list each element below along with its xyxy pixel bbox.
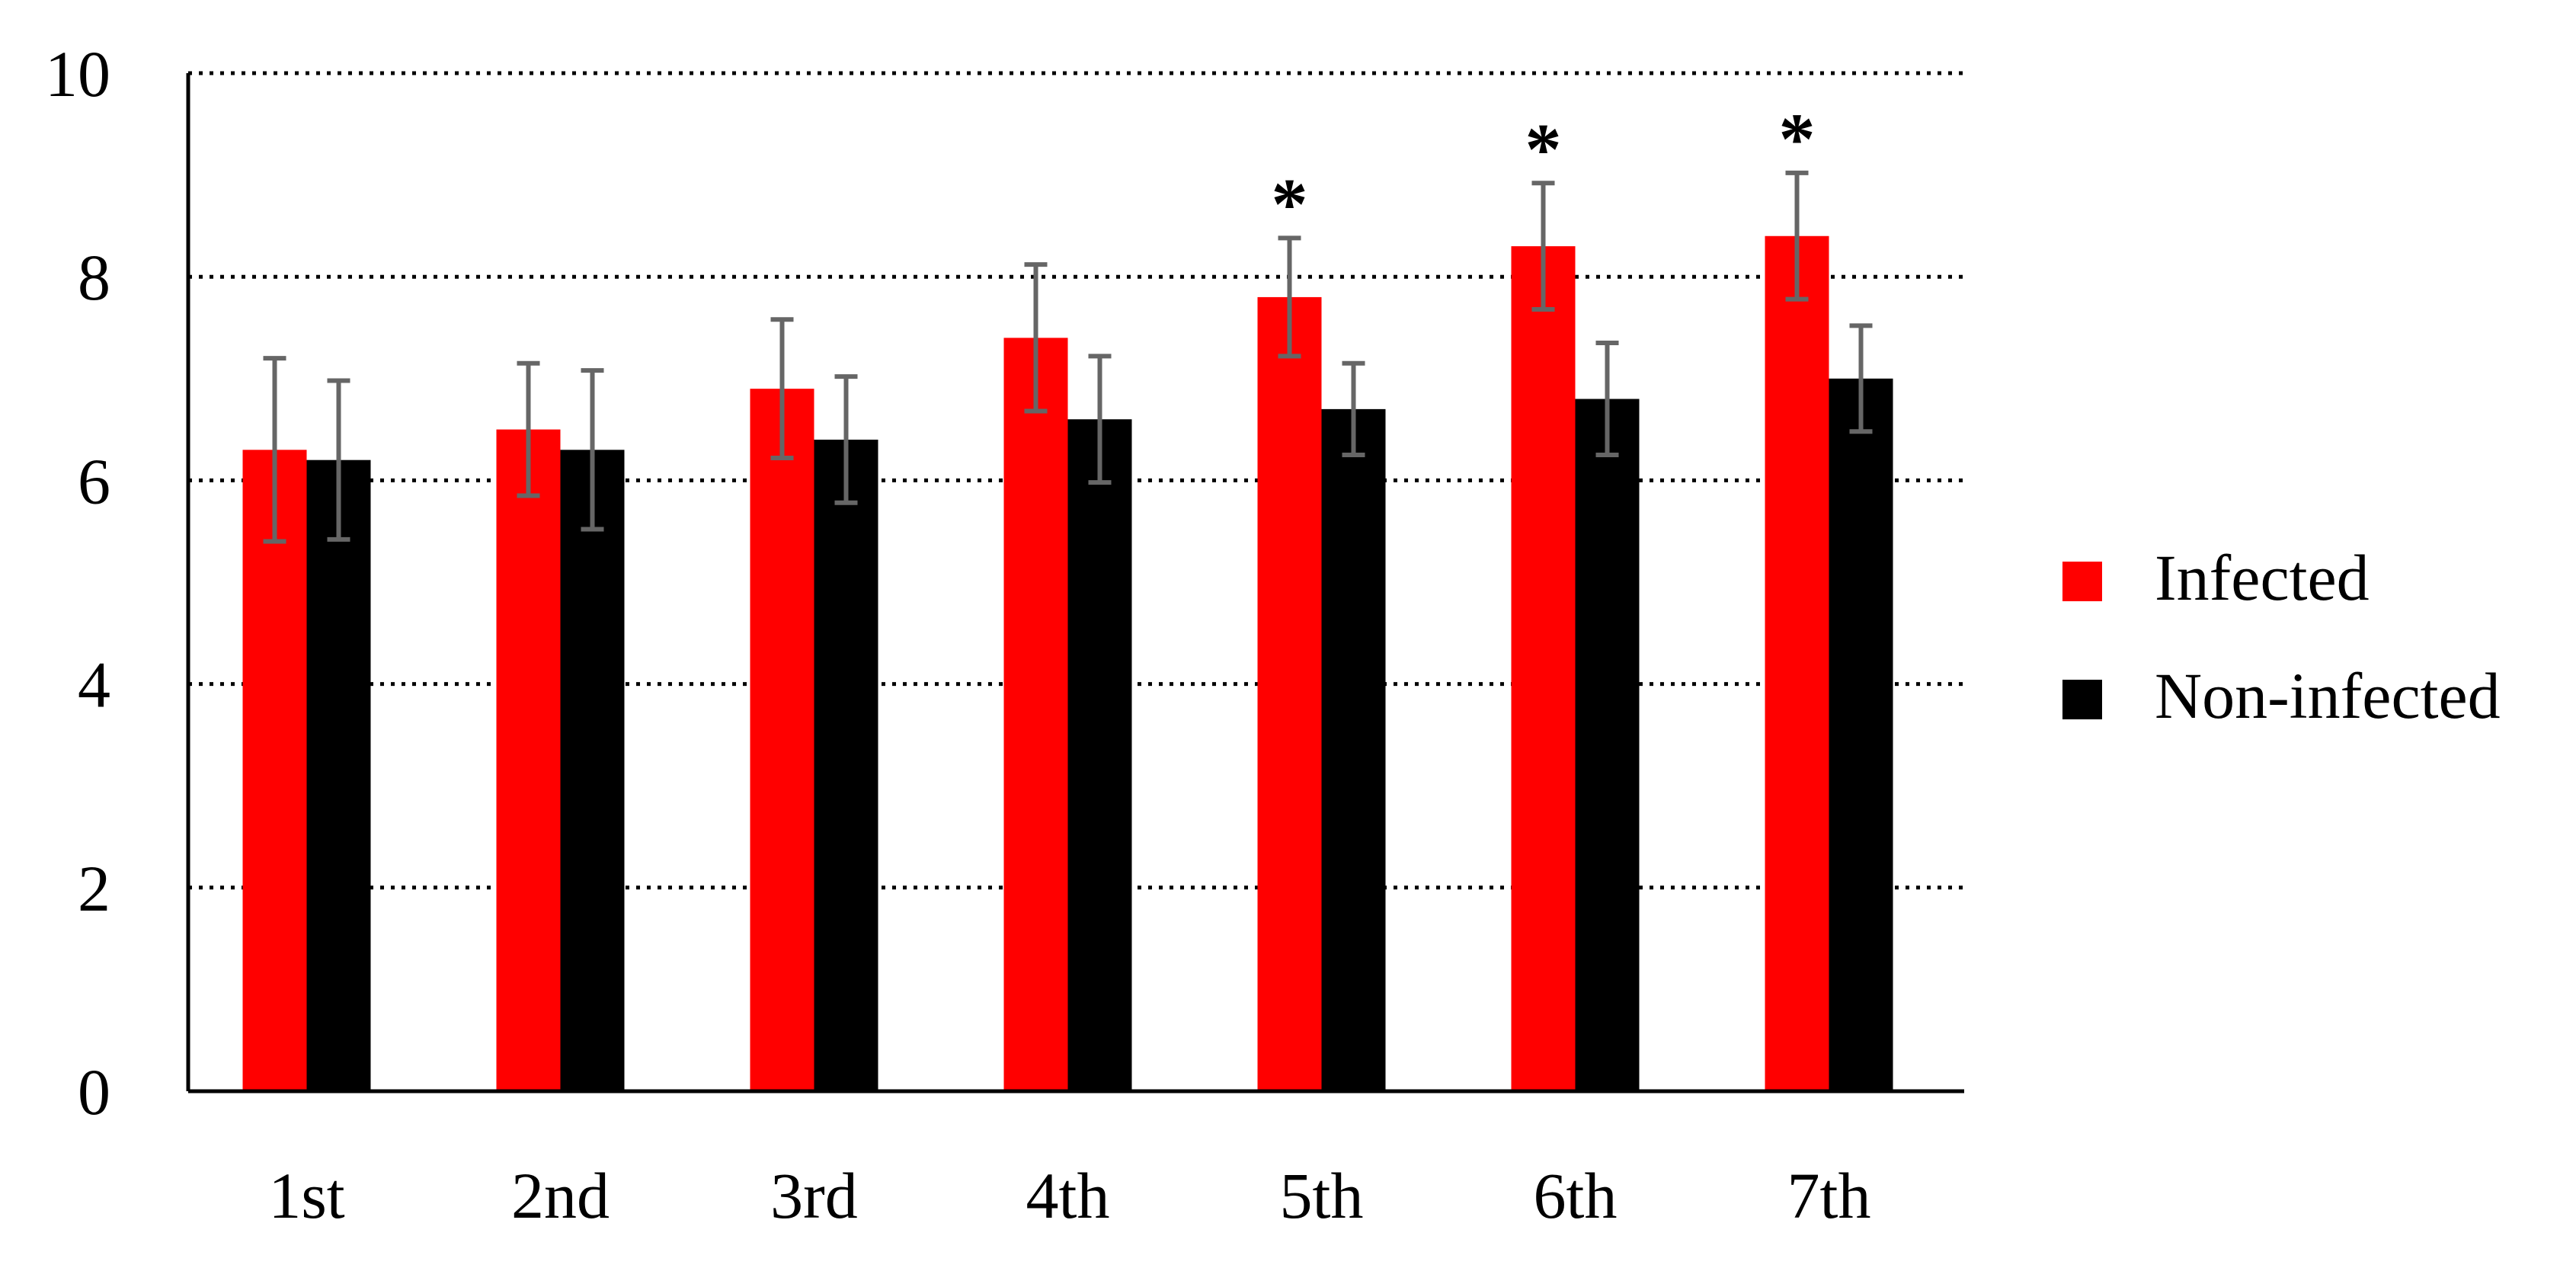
significance-star-7th: * xyxy=(1779,98,1816,180)
axes xyxy=(186,73,1964,1093)
significance-star-5th: * xyxy=(1272,163,1308,245)
bar-infected-7th xyxy=(1765,235,1829,1091)
x-tick-label-3rd: 3rd xyxy=(770,1159,858,1232)
bar-non-infected-2nd xyxy=(560,450,625,1091)
bar-infected-6th xyxy=(1511,246,1576,1091)
legend-swatch-infected xyxy=(2062,562,2102,601)
bar-infected-4th xyxy=(1003,338,1068,1091)
error-bars xyxy=(263,170,1873,544)
x-tick-label-5th: 5th xyxy=(1280,1159,1364,1232)
legend-label-infected: Infected xyxy=(2155,541,2370,614)
bar-non-infected-5th xyxy=(1321,408,1386,1091)
legend: Infected Non-infected xyxy=(2062,541,2501,732)
bar-non-infected-7th xyxy=(1829,378,1893,1091)
x-tick-label-4th: 4th xyxy=(1026,1159,1110,1232)
significance-star-6th: * xyxy=(1525,108,1562,190)
legend-swatch-non-infected xyxy=(2062,680,2102,719)
bar-infected-2nd xyxy=(496,429,561,1091)
bar-non-infected-1st xyxy=(306,459,371,1091)
bar-infected-5th xyxy=(1257,296,1322,1091)
bar-infected-3rd xyxy=(750,389,814,1091)
y-tick-label-6: 6 xyxy=(78,444,110,517)
bar-infected-1st xyxy=(242,450,307,1091)
y-tick-label-2: 2 xyxy=(78,852,110,925)
x-tick-label-1st: 1st xyxy=(268,1159,344,1232)
x-tick-label-7th: 7th xyxy=(1787,1159,1871,1232)
x-tick-label-6th: 6th xyxy=(1534,1159,1618,1232)
tick-labels: 0 2 4 6 8 10 1st 2nd 3rd 4th 5th 6th 7th xyxy=(45,37,1870,1232)
x-tick-label-2nd: 2nd xyxy=(511,1159,610,1232)
significance-marks: * * * xyxy=(1272,98,1816,245)
y-tick-label-10: 10 xyxy=(45,37,110,110)
y-tick-label-0: 0 xyxy=(78,1055,110,1129)
legend-label-non-infected: Non-infected xyxy=(2155,659,2501,732)
bar-non-infected-3rd xyxy=(814,439,878,1091)
y-tick-label-4: 4 xyxy=(78,648,110,722)
bar-non-infected-6th xyxy=(1575,399,1640,1091)
bar-non-infected-4th xyxy=(1067,419,1132,1091)
y-tick-label-8: 8 xyxy=(78,241,110,314)
bars xyxy=(242,235,1893,1091)
